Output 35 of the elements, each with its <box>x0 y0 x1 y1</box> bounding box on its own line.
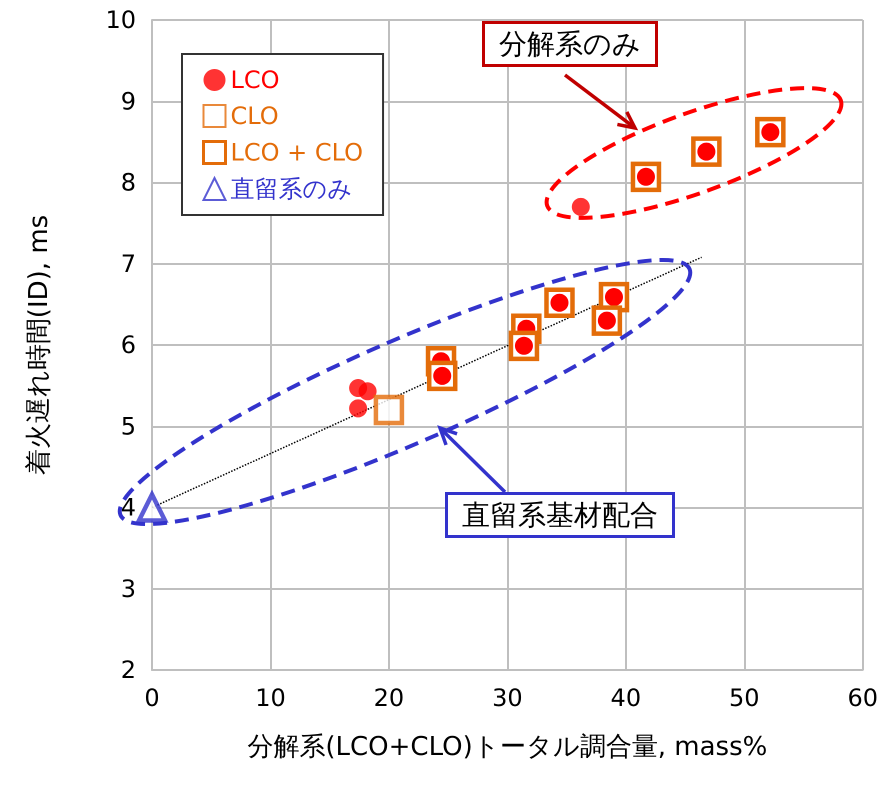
x-tick-label: 50 <box>729 684 760 712</box>
legend-label: LCO + CLO <box>230 138 364 166</box>
point <box>755 116 786 148</box>
point <box>630 162 662 192</box>
y-tick-label: 7 <box>120 250 136 278</box>
y-axis-title: 着火遅れ時間(ID), ms <box>24 214 54 476</box>
point <box>691 136 722 167</box>
y-tick-label: 4 <box>120 494 136 522</box>
x-tick-label: 0 <box>144 684 160 712</box>
x-tick-label: 20 <box>374 684 404 712</box>
legend-label: LCO <box>230 66 280 94</box>
point <box>358 382 377 400</box>
y-tick-label: 2 <box>120 656 136 684</box>
x-tick-label: 30 <box>492 684 523 712</box>
point <box>426 360 458 392</box>
point <box>349 399 368 418</box>
point <box>374 394 404 426</box>
legend-label: CLO <box>230 102 279 130</box>
point <box>572 198 590 216</box>
y-tick-label: 9 <box>120 87 136 116</box>
annotation: 分解系のみ <box>499 28 641 60</box>
y-tick-label: 5 <box>120 412 136 440</box>
y-tick-label: 6 <box>120 331 136 359</box>
point <box>508 330 540 362</box>
x-tick-label: 60 <box>847 684 878 712</box>
y-tick-label: 10 <box>105 6 136 34</box>
point <box>544 288 575 318</box>
legend-label: 直留系のみ <box>230 175 352 203</box>
y-tick-label: 3 <box>120 574 136 603</box>
y-tick-label: 8 <box>120 168 136 196</box>
point <box>592 305 622 336</box>
x-tick-label: 10 <box>255 684 286 712</box>
x-tick-label: 40 <box>610 684 642 712</box>
x-axis-title: 分解系(LCO+CLO)トータル調合量, mass% <box>247 732 768 762</box>
annotation: 直留系基材配合 <box>462 498 658 532</box>
